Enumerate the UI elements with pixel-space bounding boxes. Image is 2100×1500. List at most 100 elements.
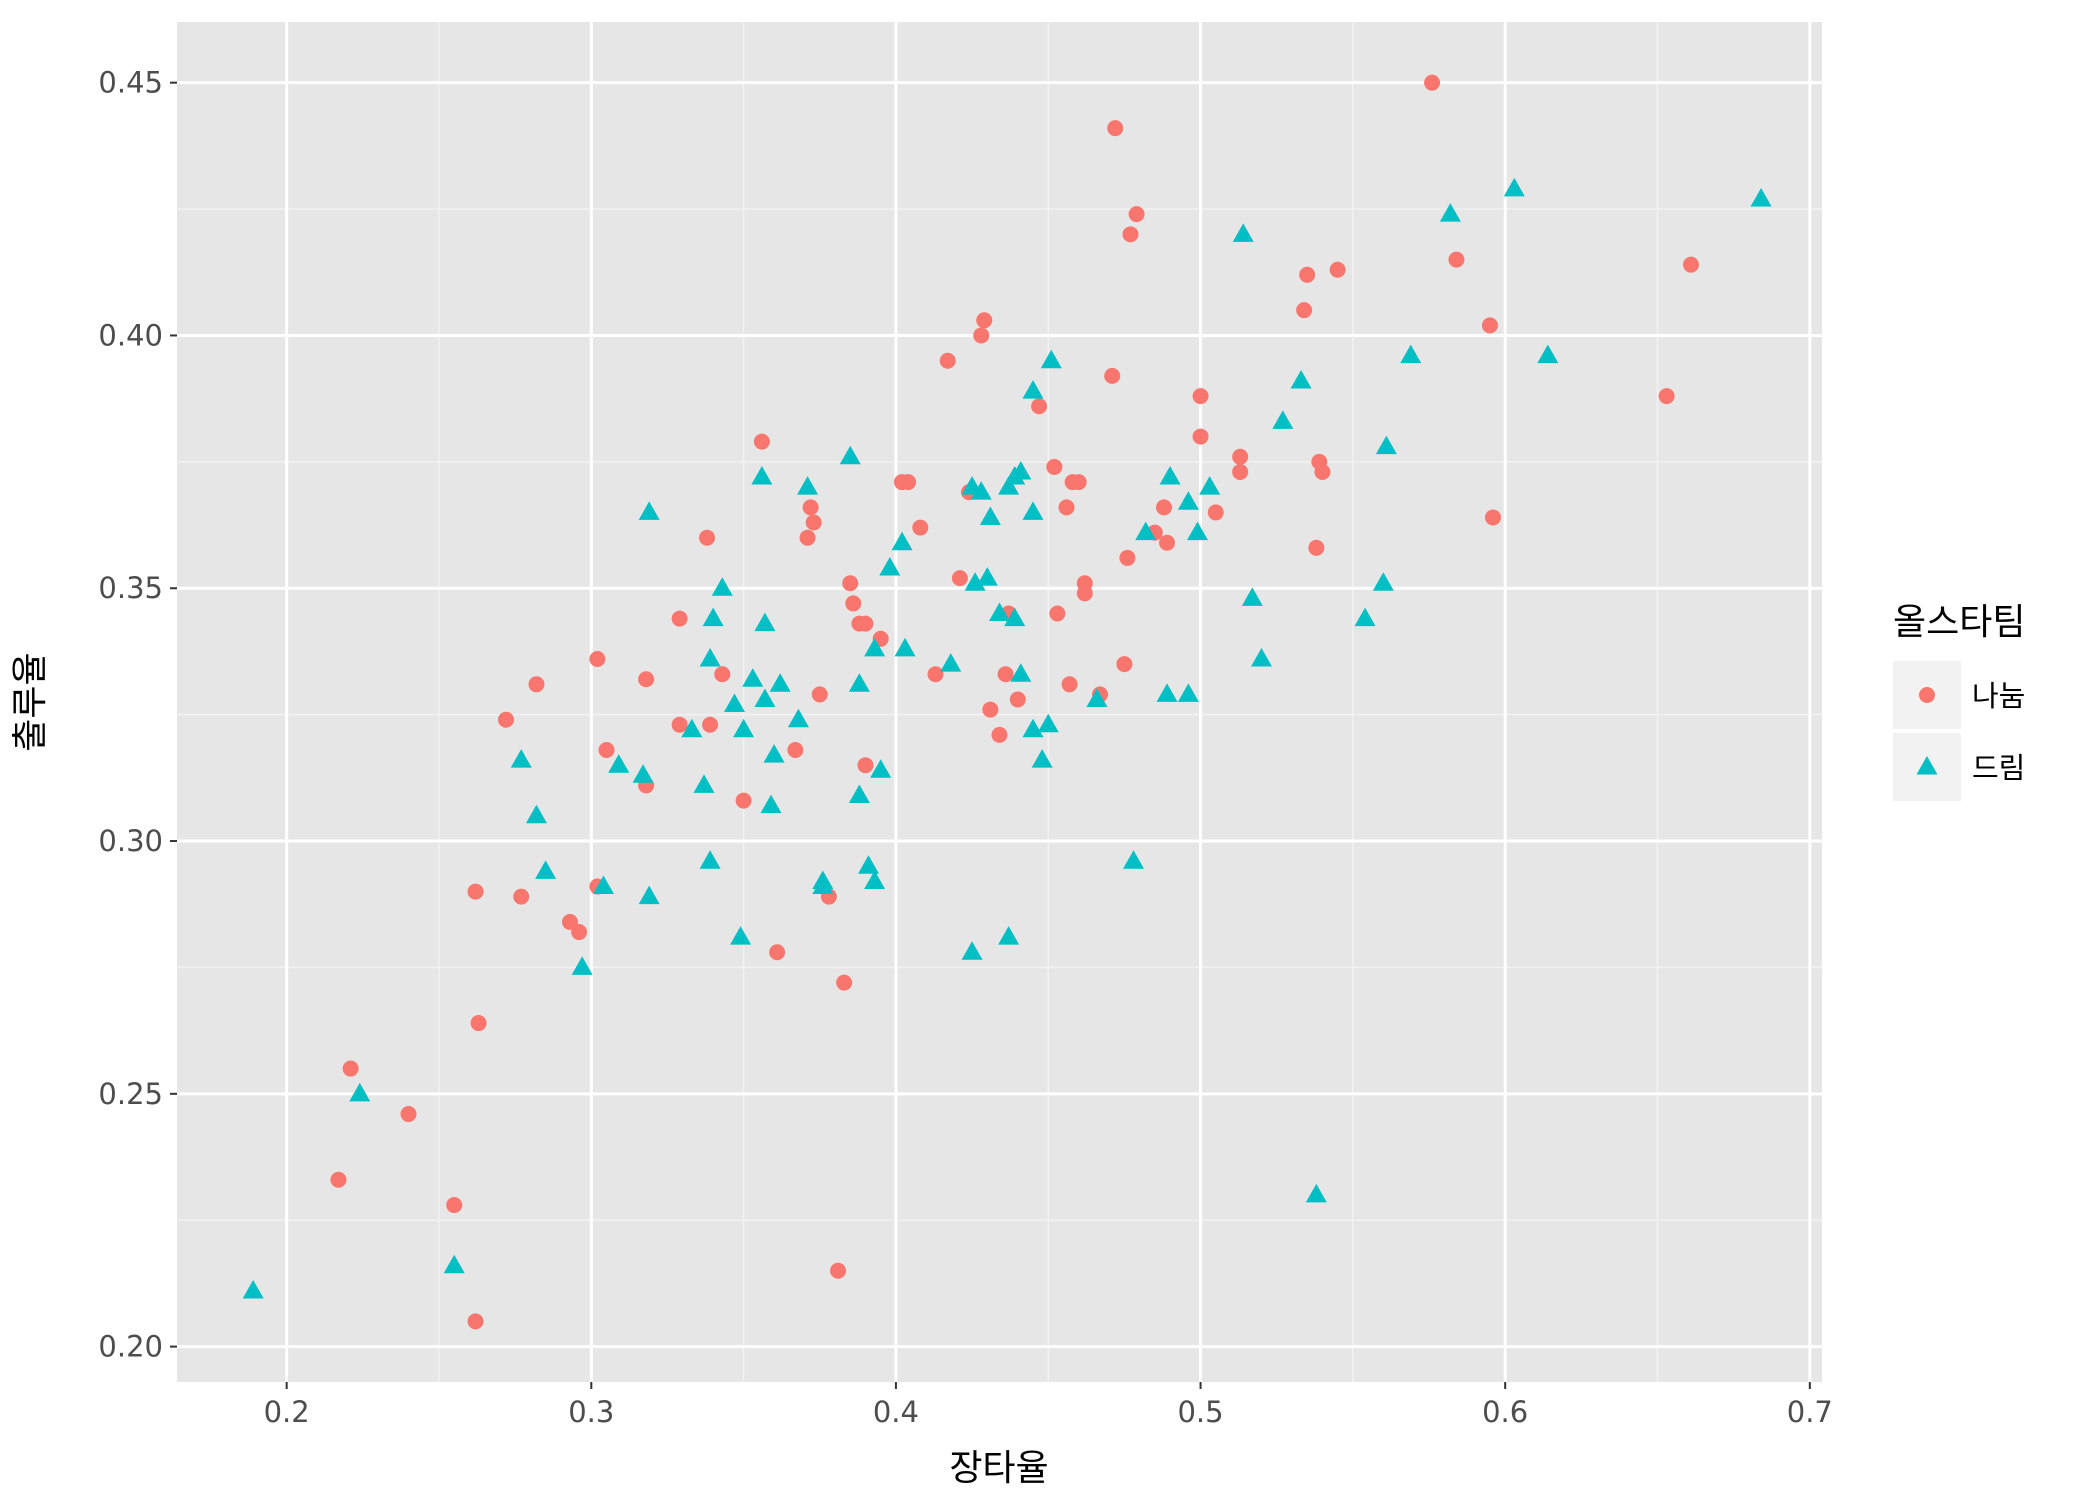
x-axis-title: 장타율 bbox=[949, 1448, 1048, 1489]
x-tick-label: 0.2 bbox=[264, 1395, 310, 1429]
point-triangle bbox=[964, 572, 986, 591]
point-triangle bbox=[848, 784, 870, 804]
point-triangle bbox=[894, 637, 916, 657]
point-circle bbox=[1314, 463, 1331, 480]
point-triangle bbox=[1375, 435, 1397, 455]
plot-panel bbox=[177, 22, 1822, 1382]
gridlines bbox=[177, 22, 1822, 1382]
point-triangle bbox=[1250, 648, 1272, 667]
axes: 0.2 0.3 0.4 0.5 0.6 0.7 0.20 0.25 0.30 0.35 0.40 0.… bbox=[98, 66, 1832, 1429]
point-circle bbox=[1232, 463, 1249, 480]
point-circle bbox=[1159, 534, 1176, 551]
point-triangle bbox=[1290, 369, 1312, 389]
point-circle bbox=[1046, 458, 1063, 475]
point-triangle bbox=[608, 754, 630, 773]
point-triangle bbox=[699, 648, 721, 667]
point-triangle bbox=[864, 870, 886, 889]
point-circle bbox=[638, 671, 655, 688]
y-tick-label: 0.25 bbox=[98, 1077, 163, 1111]
point-triangle bbox=[1156, 683, 1178, 702]
point-triangle bbox=[1305, 1183, 1327, 1203]
point-triangle bbox=[812, 875, 834, 895]
point-circle bbox=[400, 1106, 417, 1123]
point-triangle bbox=[754, 612, 776, 632]
point-circle bbox=[787, 742, 804, 759]
point-circle bbox=[699, 529, 716, 546]
point-triangle bbox=[525, 804, 547, 824]
point-circle bbox=[1156, 499, 1172, 516]
point-circle bbox=[1116, 656, 1133, 673]
point-circle bbox=[973, 327, 990, 344]
point-circle bbox=[470, 1015, 487, 1032]
point-circle bbox=[802, 499, 819, 516]
data-points bbox=[242, 74, 1772, 1330]
point-triangle bbox=[699, 850, 721, 869]
x-tick-label: 0.5 bbox=[1177, 1395, 1223, 1429]
point-circle bbox=[1658, 388, 1675, 405]
point-circle bbox=[927, 666, 944, 683]
point-triangle bbox=[1022, 501, 1044, 520]
point-triangle bbox=[510, 749, 532, 768]
point-triangle bbox=[998, 926, 1020, 945]
point-circle bbox=[714, 666, 731, 683]
point-triangle bbox=[1232, 223, 1254, 242]
point-circle bbox=[842, 575, 859, 592]
point-triangle bbox=[1199, 476, 1221, 495]
point-triangle bbox=[535, 860, 557, 879]
point-triangle bbox=[763, 744, 785, 763]
x-tick-label: 0.4 bbox=[873, 1395, 919, 1429]
point-triangle bbox=[1086, 688, 1108, 707]
point-triangle bbox=[702, 607, 724, 627]
point-triangle bbox=[858, 855, 880, 874]
point-triangle bbox=[1354, 607, 1376, 627]
point-triangle bbox=[976, 567, 998, 586]
point-circle bbox=[1192, 388, 1209, 405]
point-triangle bbox=[1123, 850, 1145, 869]
point-triangle bbox=[787, 708, 809, 728]
point-circle bbox=[976, 312, 993, 329]
point-circle bbox=[836, 974, 853, 991]
point-triangle bbox=[742, 668, 764, 687]
point-circle bbox=[1299, 266, 1316, 283]
point-triangle bbox=[1031, 749, 1053, 768]
point-triangle bbox=[848, 673, 870, 692]
point-circle bbox=[467, 883, 484, 900]
point-circle bbox=[1296, 302, 1313, 319]
point-triangle bbox=[970, 481, 992, 500]
point-triangle bbox=[1022, 380, 1044, 399]
point-circle bbox=[991, 726, 1008, 743]
point-triangle bbox=[797, 476, 819, 495]
point-circle bbox=[1308, 539, 1325, 556]
point-triangle bbox=[754, 688, 776, 707]
point-triangle bbox=[1187, 521, 1209, 541]
point-triangle bbox=[1010, 663, 1032, 682]
point-triangle bbox=[1372, 572, 1394, 591]
point-triangle bbox=[891, 531, 913, 551]
legend-label: 나눔 bbox=[1972, 679, 2025, 713]
point-circle bbox=[671, 610, 688, 627]
legend-label: 드림 bbox=[1972, 751, 2025, 785]
point-triangle bbox=[711, 577, 733, 596]
point-triangle bbox=[1037, 713, 1059, 733]
point-circle bbox=[671, 716, 688, 733]
point-circle bbox=[1448, 251, 1465, 268]
point-circle bbox=[513, 888, 530, 905]
point-triangle bbox=[998, 476, 1020, 495]
point-circle bbox=[1481, 317, 1498, 334]
point-circle bbox=[1329, 261, 1346, 278]
point-triangle bbox=[979, 506, 1001, 525]
point-circle bbox=[799, 529, 816, 546]
point-triangle bbox=[961, 941, 983, 960]
point-triangle bbox=[839, 445, 861, 465]
point-circle bbox=[498, 711, 514, 728]
point-triangle bbox=[443, 1254, 465, 1274]
point-circle bbox=[1058, 499, 1075, 516]
point-circle bbox=[997, 666, 1014, 683]
point-triangle bbox=[730, 926, 752, 945]
point-triangle bbox=[1177, 491, 1199, 510]
legend-triangle-icon bbox=[1916, 756, 1938, 775]
point-circle bbox=[1049, 605, 1066, 622]
point-circle bbox=[1104, 367, 1121, 384]
point-triangle bbox=[571, 956, 593, 975]
point-triangle bbox=[1750, 187, 1772, 207]
